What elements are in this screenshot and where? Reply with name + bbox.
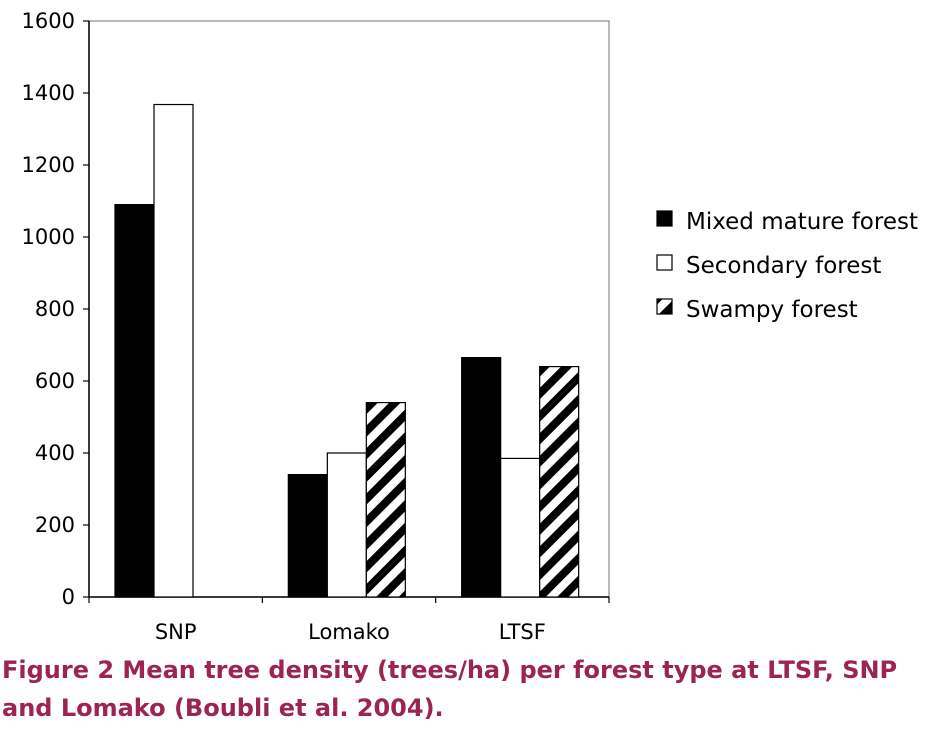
legend-swatch <box>656 298 673 315</box>
caption-line-2: and Lomako (Boubli et al. 2004). <box>2 694 444 722</box>
x-tick-label: SNP <box>155 620 197 644</box>
y-tick-label: 1600 <box>22 9 75 33</box>
y-tick-label: 0 <box>62 585 75 609</box>
bar-2-2 <box>539 366 580 598</box>
x-tick-label: Lomako <box>308 620 390 644</box>
bar-0-0 <box>114 204 155 598</box>
caption-line-1: Figure 2 Mean tree density (trees/ha) pe… <box>2 656 898 684</box>
y-tick-label: 1400 <box>22 81 75 105</box>
bar-1-0 <box>287 474 328 598</box>
bar-0-1 <box>153 103 194 598</box>
y-tick-label: 200 <box>35 513 75 537</box>
legend-swatch <box>656 254 673 271</box>
bar-2-1 <box>500 457 541 598</box>
legend-label: Mixed mature forest <box>686 209 918 235</box>
figure-caption: Figure 2 Mean tree density (trees/ha) pe… <box>2 651 932 727</box>
bar-chart: 0 200 400 600 800 1000 1200 1400 1600 SNP Lomako LT… <box>22 9 918 644</box>
y-tick-label: 600 <box>35 369 75 393</box>
y-tick-label: 800 <box>35 297 75 321</box>
bar-2-0 <box>461 357 502 598</box>
y-tick-label: 400 <box>35 441 75 465</box>
x-tick-label: LTSF <box>499 620 546 644</box>
bar-1-1 <box>326 452 367 598</box>
legend-label: Secondary forest <box>686 253 881 279</box>
bar-1-2 <box>365 402 406 598</box>
legend-swatch <box>656 210 673 227</box>
y-tick-label: 1000 <box>22 225 75 249</box>
y-tick-label: 1200 <box>22 153 75 177</box>
legend-label: Swampy forest <box>686 297 858 323</box>
legend: Mixed mature forest Secondary forest Swamp… <box>656 209 918 323</box>
